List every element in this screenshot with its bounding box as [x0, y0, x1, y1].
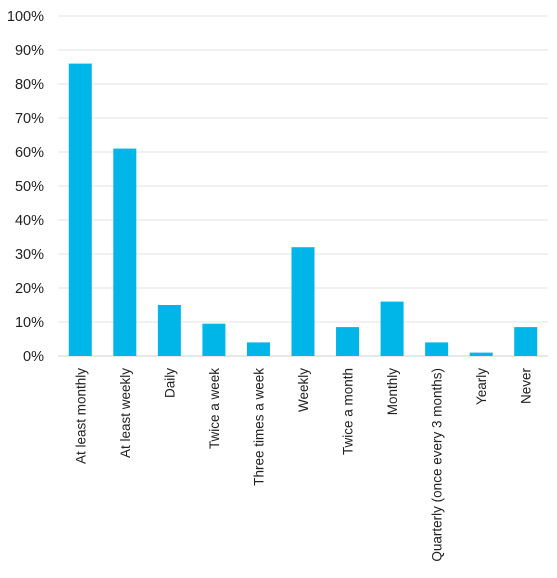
bar — [514, 327, 538, 356]
y-tick-label: 10% — [15, 315, 44, 331]
bar — [291, 247, 315, 356]
y-axis: 0% 10% 20% 30% 40% 50% 60% 70% 80% 90% 100% — [7, 9, 44, 365]
y-tick-label: 50% — [15, 179, 44, 195]
y-tick-label: 80% — [15, 77, 44, 93]
x-tick-label: Twice a month — [341, 368, 356, 455]
x-tick-label: Never — [519, 368, 534, 405]
y-tick-label: 70% — [15, 111, 44, 127]
y-tick-label: 0% — [23, 349, 44, 365]
y-tick-label: 100% — [7, 9, 44, 25]
y-tick-label: 20% — [15, 281, 44, 297]
bar — [202, 323, 226, 356]
x-axis: At least monthly At least weekly Daily Twic… — [73, 368, 533, 562]
y-tick-label: 30% — [15, 247, 44, 263]
x-tick-label: Weekly — [296, 368, 311, 412]
x-tick-label: Monthly — [385, 368, 400, 416]
y-tick-label: 40% — [15, 213, 44, 229]
x-tick-label: Yearly — [474, 368, 489, 405]
x-tick-label: At least weekly — [118, 368, 133, 458]
bar — [380, 301, 404, 356]
bar — [336, 327, 360, 356]
bar — [113, 148, 137, 356]
bar — [469, 352, 493, 356]
x-tick-label: Daily — [162, 368, 177, 398]
bar — [425, 342, 449, 356]
x-tick-label: Three times a week — [251, 368, 266, 486]
x-tick-label: At least monthly — [73, 368, 88, 464]
bars — [68, 63, 538, 356]
bar — [157, 305, 181, 356]
x-tick-label: Quarterly (once every 3 months) — [430, 368, 445, 562]
grid — [58, 15, 548, 357]
y-tick-label: 60% — [15, 145, 44, 161]
x-tick-label: Twice a week — [207, 368, 222, 449]
bar — [68, 63, 92, 356]
bar — [246, 342, 270, 356]
y-tick-label: 90% — [15, 43, 44, 59]
